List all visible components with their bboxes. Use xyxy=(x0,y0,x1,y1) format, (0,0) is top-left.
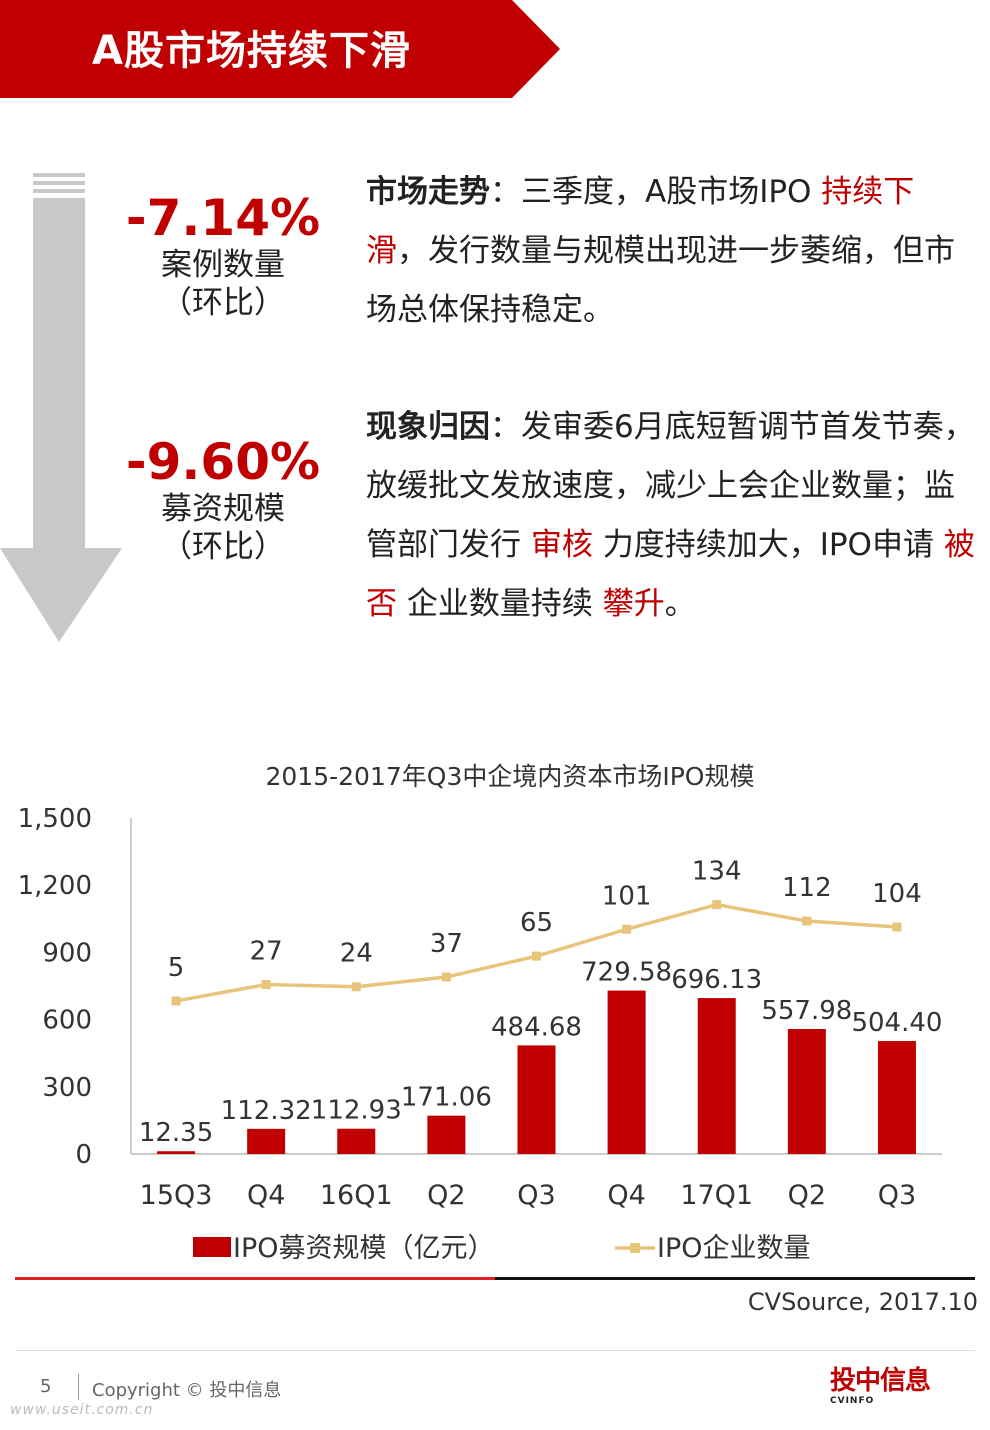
bar-data-label: 729.58 xyxy=(581,958,672,988)
stat-case-count: -7.14% 案例数量 （环比） xyxy=(108,190,338,322)
y-tick-label: 0 xyxy=(75,1140,92,1170)
x-tick-label: 16Q1 xyxy=(320,1180,393,1211)
x-tick-label: 15Q3 xyxy=(140,1180,213,1211)
bar-data-label: 504.40 xyxy=(851,1008,942,1038)
legend-line-label: IPO企业数量 xyxy=(657,1233,811,1264)
line-point xyxy=(892,922,902,932)
title-banner xyxy=(0,0,560,98)
watermark: www.useit.com.cn xyxy=(10,1402,154,1418)
x-tick-label: Q3 xyxy=(878,1180,916,1211)
legend-line-marker xyxy=(630,1243,640,1253)
bar-data-label: 12.35 xyxy=(139,1118,213,1148)
x-tick-label: Q2 xyxy=(788,1180,826,1211)
stat-sublabel: （环比） xyxy=(161,529,285,565)
paragraph-highlight: 审核 xyxy=(530,527,593,563)
y-tick-label: 600 xyxy=(42,1006,92,1036)
line-data-label: 24 xyxy=(340,939,373,969)
x-tick-label: 17Q1 xyxy=(680,1180,753,1211)
line-data-label: 27 xyxy=(250,937,283,967)
stat-label: 募资规模 xyxy=(161,491,285,527)
bar xyxy=(337,1128,376,1154)
copyright-text: Copyright © 投中信息 xyxy=(92,1380,282,1401)
line-point xyxy=(622,924,632,934)
line-point xyxy=(441,972,451,982)
market-trend-paragraph: 市场走势：三季度，A股市场IPO 持续下滑，发行数量与规模出现进一步萎缩，但市场… xyxy=(366,163,976,340)
x-tick-label: Q2 xyxy=(427,1180,465,1211)
bar-data-label: 171.06 xyxy=(401,1083,492,1113)
bar xyxy=(877,1041,916,1154)
paragraph-sep: ： xyxy=(490,174,521,210)
y-tick-label: 900 xyxy=(42,938,92,968)
y-tick-label: 300 xyxy=(42,1073,92,1103)
bar-data-label: 112.93 xyxy=(311,1096,402,1126)
bar-data-label: 112.32 xyxy=(221,1096,312,1126)
line-data-label: 134 xyxy=(692,857,742,887)
paragraph-text: 发审委6月底短暂调节首发节奏，放缓批文发放速度，减少上会企业数量；监管部门发行 xyxy=(366,409,975,563)
paragraph-text: 。 xyxy=(664,586,696,622)
logo-subtext: CVINFO xyxy=(830,1396,875,1406)
logo-text: 投中信息 xyxy=(830,1366,931,1396)
cvinfo-logo: 投中信息 CVINFO xyxy=(830,1366,940,1408)
bar xyxy=(787,1029,826,1154)
divider-red xyxy=(15,1277,495,1280)
footer-separator xyxy=(78,1374,79,1400)
ipo-chart: 2015-2017年Q3中企境内资本市场IPO规模 0 300 600 900 1,200… xyxy=(15,762,975,1280)
paragraph-highlight: 攀升 xyxy=(602,586,665,622)
bar xyxy=(247,1128,286,1154)
bar-data-label: 484.68 xyxy=(491,1012,582,1042)
bar xyxy=(157,1151,196,1154)
bar xyxy=(697,998,736,1154)
bar-data-label: 696.13 xyxy=(671,965,762,995)
bar-data-label: 557.98 xyxy=(761,996,852,1026)
stat-value: -7.14% xyxy=(125,189,321,247)
footer-divider xyxy=(15,1350,975,1351)
line-data-label: 104 xyxy=(872,879,922,909)
bar xyxy=(607,990,646,1154)
line-point xyxy=(351,982,361,992)
legend-bar-label: IPO募资规模（亿元） xyxy=(233,1233,495,1264)
stat-sublabel: （环比） xyxy=(161,285,285,321)
line-data-label: 101 xyxy=(602,881,652,911)
line-point xyxy=(171,996,181,1006)
x-tick-label: Q4 xyxy=(247,1180,285,1211)
line-point xyxy=(532,951,541,961)
paragraph-text: 三季度，A股市场IPO xyxy=(521,174,822,210)
paragraph-sep: ： xyxy=(490,409,521,445)
line-data-label: 112 xyxy=(782,873,832,903)
line-point xyxy=(261,980,271,990)
paragraph-highlight: 持续下滑 xyxy=(366,174,915,269)
x-tick-label: Q3 xyxy=(517,1180,555,1211)
stat-fund-scale: -9.60% 募资规模 （环比） xyxy=(108,434,338,566)
y-tick-label: 1,500 xyxy=(18,804,92,834)
stat-label: 案例数量 xyxy=(161,247,285,283)
paragraph-key: 市场走势 xyxy=(366,174,490,210)
line-point xyxy=(712,900,722,910)
bar xyxy=(427,1115,466,1154)
y-tick-label: 1,200 xyxy=(18,871,92,901)
paragraph-text: 企业数量持续 xyxy=(397,586,603,622)
chart-title: 2015-2017年Q3中企境内资本市场IPO规模 xyxy=(266,762,755,791)
x-tick-label: Q4 xyxy=(607,1180,645,1211)
source-note: CVSource, 2017.10 xyxy=(747,1288,978,1316)
line-point xyxy=(802,916,812,926)
bar xyxy=(517,1045,556,1154)
legend-bar-swatch xyxy=(193,1237,231,1257)
cause-paragraph: 现象归因：发审委6月底短暂调节首发节奏，放缓批文发放速度，减少上会企业数量；监管… xyxy=(366,398,976,634)
line-data-label: 65 xyxy=(520,908,553,938)
page-number: 5 xyxy=(40,1376,52,1397)
page-title: A股市场持续下滑 xyxy=(92,28,411,74)
paragraph-highlight: 被否 xyxy=(366,527,975,622)
stat-value: -9.60% xyxy=(125,433,321,491)
paragraph-text: ，发行数量与规模出现进一步萎缩，但市场总体保持稳定。 xyxy=(366,233,955,328)
divider-black xyxy=(495,1277,975,1280)
line-data-label: 5 xyxy=(168,953,185,983)
line-data-label: 37 xyxy=(430,929,463,959)
paragraph-text: 力度持续加大，IPO申请 xyxy=(592,527,944,563)
down-arrow-icon xyxy=(0,173,122,642)
paragraph-key: 现象归因 xyxy=(366,409,490,445)
